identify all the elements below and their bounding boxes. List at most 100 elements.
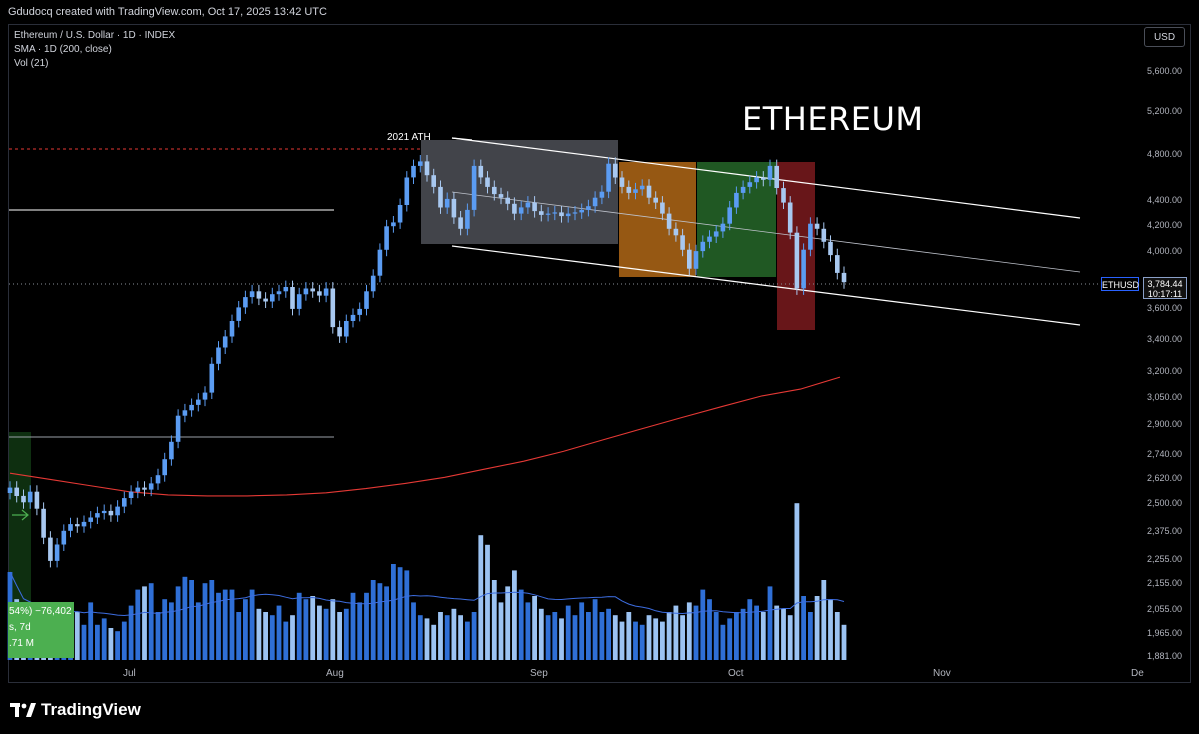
volume-bar <box>525 602 531 660</box>
volume-bar <box>438 612 443 660</box>
candle-body <box>115 506 120 516</box>
volume-bar <box>364 592 369 660</box>
volume-bar <box>458 615 463 660</box>
candle-body <box>276 291 282 295</box>
candle-body <box>552 212 558 214</box>
candle-body <box>767 165 773 180</box>
legend-volume[interactable]: Vol (21) <box>14 58 49 69</box>
currency-button[interactable]: USD <box>1144 27 1185 47</box>
candle-body <box>189 404 194 411</box>
candle-body <box>54 544 60 561</box>
candle-body <box>787 202 793 233</box>
candle-body <box>27 491 33 503</box>
candle-body <box>14 487 19 496</box>
chart-annotation-title: ETHEREUM <box>742 100 924 138</box>
candle-body <box>431 175 436 187</box>
price-tick-label: 2,055.00 <box>1147 603 1183 614</box>
volume-bar <box>290 615 295 660</box>
candle-body <box>236 307 241 321</box>
volume-bar <box>586 612 591 660</box>
price-tick-label: 2,620.00 <box>1147 473 1183 484</box>
candle-body <box>539 211 544 215</box>
last-price-ticker-tag: ETHUSD <box>1101 277 1139 291</box>
candle-body <box>512 203 517 214</box>
volume-info-line2: s, 7d <box>9 622 31 633</box>
volume-bar <box>101 618 107 660</box>
channel-bottom-line <box>451 245 1081 326</box>
price-tick-label: 3,400.00 <box>1147 333 1183 344</box>
chart-pane[interactable] <box>8 24 1191 683</box>
volume-bar <box>263 612 268 660</box>
volume-bar <box>243 599 248 660</box>
candle-body <box>364 291 369 309</box>
candle-body <box>256 291 262 299</box>
volume-bar <box>794 503 800 660</box>
volume-bar <box>377 583 383 660</box>
sma200-line <box>9 376 841 497</box>
volume-bar <box>81 624 87 660</box>
candle-body <box>317 291 322 296</box>
volume-bar <box>209 580 215 660</box>
candle-body <box>377 249 383 276</box>
candle-body <box>88 517 93 522</box>
price-tick-label: 5,600.00 <box>1147 66 1183 76</box>
volume-bar <box>747 599 753 660</box>
volume-ma-line <box>9 571 845 617</box>
candle-body <box>444 198 450 208</box>
volume-bar <box>673 605 679 660</box>
price-tick-label: 2,255.00 <box>1147 553 1183 564</box>
candle-body <box>639 185 645 190</box>
volume-bar <box>680 615 685 660</box>
candle-body <box>626 186 632 193</box>
candle-body <box>592 197 598 207</box>
candle-body <box>465 209 470 229</box>
price-tick-label: 3,600.00 <box>1147 302 1183 313</box>
candle-body <box>384 226 389 250</box>
volume-bar <box>720 624 726 660</box>
tradingview-logo[interactable]: TradingView <box>10 700 141 720</box>
volume-bar <box>471 612 477 660</box>
volume-bar <box>599 612 605 660</box>
volume-bar <box>310 596 316 660</box>
candle-body <box>498 194 504 198</box>
candle-body <box>740 186 746 193</box>
legend-sma[interactable]: SMA · 1D (200, close) <box>14 44 112 55</box>
volume-bar <box>626 612 632 660</box>
legend-symbol[interactable]: Ethereum / U.S. Dollar · 1D · INDEX <box>14 30 176 41</box>
candle-body <box>350 314 356 321</box>
candle-body <box>148 483 154 490</box>
volume-bar <box>162 599 168 660</box>
candle-body <box>101 510 107 514</box>
channel-top-line <box>451 137 1081 219</box>
footer-bar <box>0 684 1199 734</box>
candle-body <box>471 165 477 210</box>
tradingview-logo-icon <box>10 703 36 717</box>
price-tick-label: 5,200.00 <box>1147 105 1183 116</box>
candle-body <box>687 249 692 269</box>
volume-bar <box>606 608 611 660</box>
candle-body <box>646 185 652 198</box>
time-tick-label: Nov <box>933 668 951 679</box>
volume-bar <box>814 596 820 660</box>
volume-bar <box>397 567 403 660</box>
bar-countdown: 10:17:11 <box>1147 289 1183 299</box>
volume-bar <box>115 631 120 660</box>
volume-bar <box>182 576 188 660</box>
volume-bar <box>236 612 242 660</box>
volume-bar <box>108 628 114 660</box>
volume-bar <box>532 596 537 660</box>
price-tick-label: 1,965.00 <box>1147 627 1183 638</box>
candle-body <box>666 213 672 229</box>
candle-body <box>48 537 53 561</box>
candle-body <box>572 212 578 214</box>
volume-bar <box>552 612 558 660</box>
volume-bar <box>249 589 255 660</box>
volume-bar <box>821 580 827 660</box>
candle-body <box>801 249 806 289</box>
volume-bar <box>121 621 127 660</box>
candle-body <box>518 207 524 214</box>
volume-bar <box>95 624 100 660</box>
volume-bar <box>296 592 302 660</box>
candle-body <box>525 202 531 208</box>
